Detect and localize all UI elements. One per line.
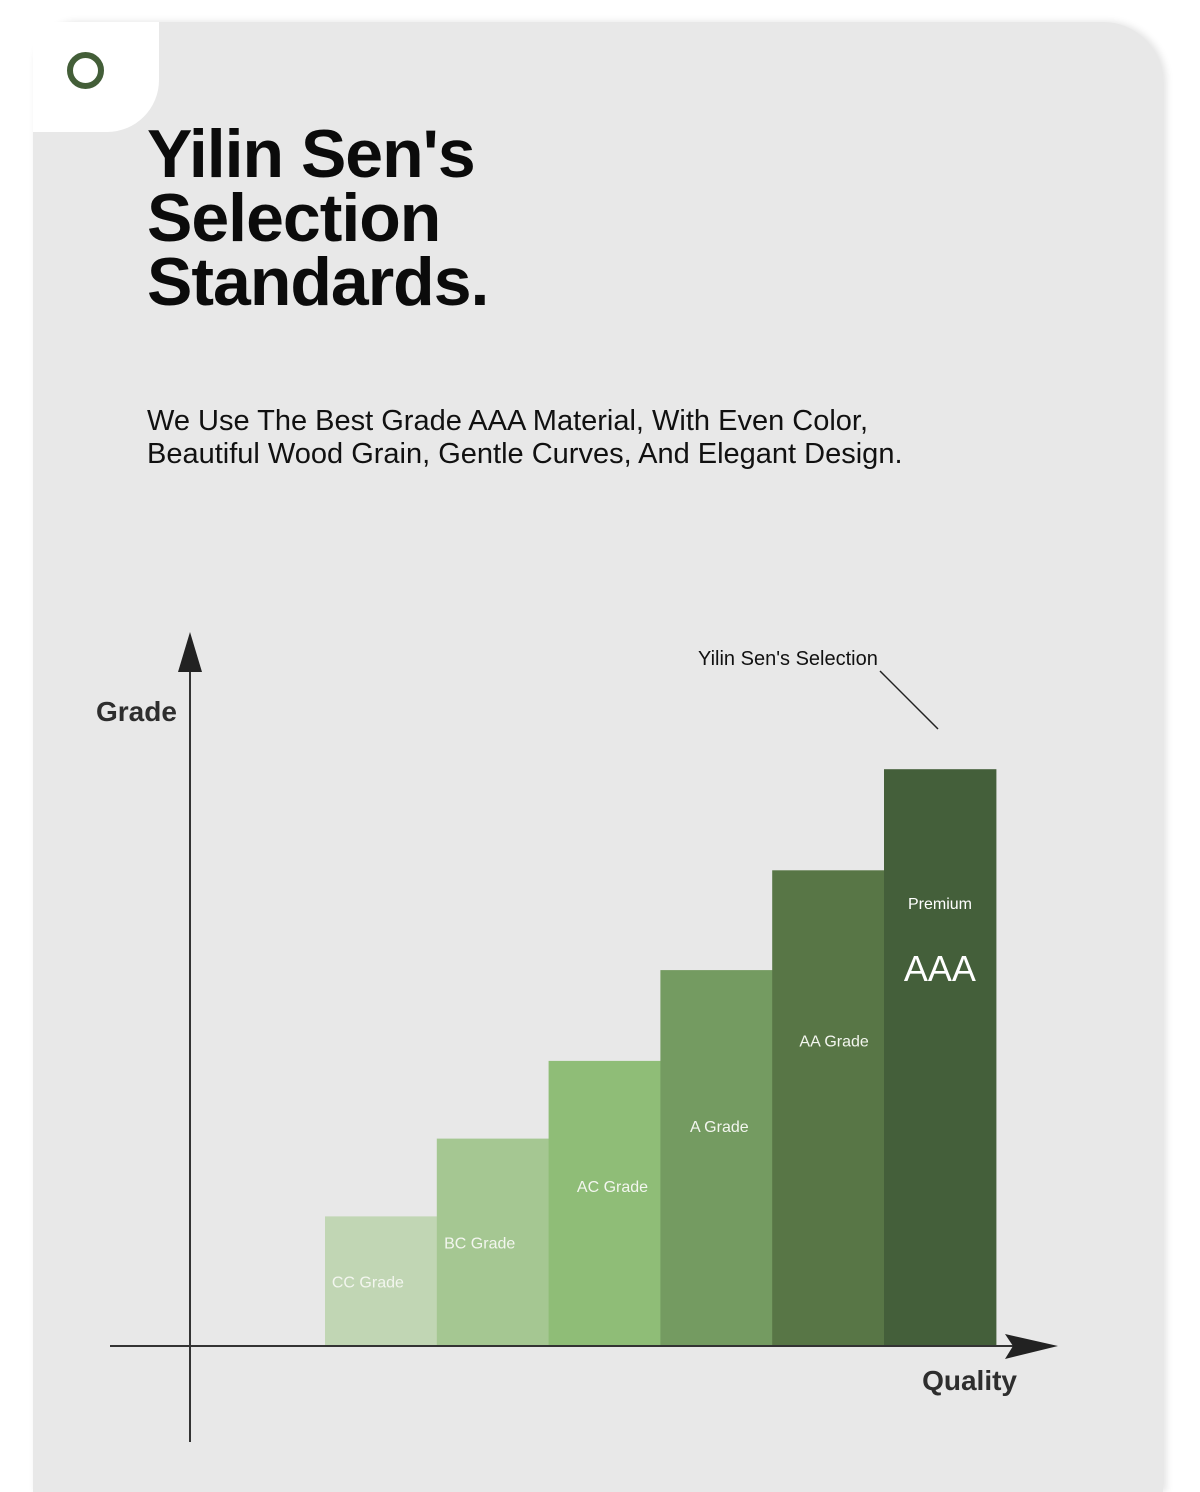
y-axis-arrow bbox=[178, 632, 202, 672]
ring-icon bbox=[67, 52, 104, 89]
bar-aaa bbox=[884, 769, 997, 1346]
callout-leader-line bbox=[879, 670, 939, 730]
subtitle-line: We Use The Best Grade AAA Material, With… bbox=[147, 405, 869, 437]
bar-label: A Grade bbox=[690, 1119, 749, 1136]
bar-aa-grade bbox=[772, 870, 885, 1346]
title-line: Standards. bbox=[147, 244, 489, 320]
chart-bars: CC Grade BC Grade AC Grade A Grade AA Grade A… bbox=[325, 769, 997, 1346]
bar-label: AA Grade bbox=[799, 1033, 868, 1050]
title-line: Yilin Sen's bbox=[147, 116, 476, 192]
subtitle-line: Beautiful Wood Grain, Gentle Curves, And… bbox=[147, 438, 903, 470]
bar-a-grade bbox=[660, 970, 773, 1346]
bar-ac-grade bbox=[548, 1060, 661, 1346]
bar-label: BC Grade bbox=[444, 1236, 515, 1253]
bar-cc-grade bbox=[325, 1216, 438, 1346]
x-axis-arrow bbox=[1005, 1334, 1058, 1359]
selection-callout: Yilin Sen's Selection bbox=[698, 648, 878, 670]
page-subtitle: We Use The Best Grade AAA Material, With… bbox=[147, 405, 1047, 471]
bar-label: CC Grade bbox=[332, 1275, 404, 1292]
bar-bc-grade bbox=[436, 1138, 550, 1346]
y-axis-label: Grade bbox=[96, 696, 177, 727]
premium-label: Premium bbox=[908, 896, 972, 913]
x-axis-label: Quality bbox=[922, 1365, 1017, 1396]
title-line: Selection bbox=[147, 180, 441, 256]
bar-label: AC Grade bbox=[577, 1179, 648, 1196]
bar-label: AAA bbox=[904, 948, 976, 989]
page-title: Yilin Sen's Selection Standards. bbox=[147, 120, 489, 316]
